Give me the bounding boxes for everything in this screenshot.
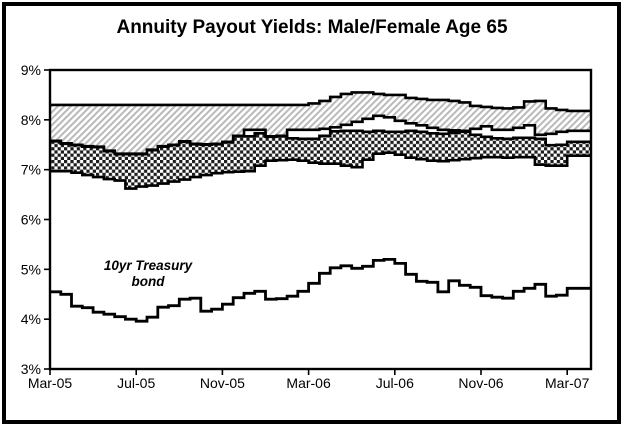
x-tick-label: Mar-05: [28, 375, 73, 391]
y-tick-label: 7%: [21, 162, 41, 178]
x-tick-label: Nov-06: [458, 375, 503, 391]
treasury-label-line2: bond: [131, 274, 165, 289]
chart-title: Annuity Payout Yields: Male/Female Age 6…: [116, 17, 508, 38]
y-tick-label: 3%: [21, 361, 41, 377]
y-tick-label: 6%: [21, 212, 41, 228]
lower-checkered-band-fill: [50, 130, 591, 189]
x-tick-label: Jul-06: [376, 375, 414, 391]
y-tick-label: 8%: [21, 112, 41, 128]
x-tick-label: Mar-06: [286, 375, 331, 391]
x-tick-label: Mar-07: [545, 375, 590, 391]
treasury-line-label: 10yr Treasury bond: [86, 258, 210, 290]
treasury-line: [50, 258, 591, 323]
x-tick-label: Jul-05: [117, 375, 155, 391]
lower-checkered-band-bottom-edge: [50, 151, 591, 190]
treasury-label-line1: 10yr Treasury: [103, 258, 193, 273]
y-tick-label: 5%: [21, 261, 41, 277]
y-tick-label: 9%: [21, 62, 41, 78]
y-tick-label: 4%: [21, 311, 41, 327]
upper-hatched-band-top-edge: [50, 91, 591, 113]
upper-hatched-band-fill: [50, 92, 591, 154]
lower-checkered-band-top-edge: [50, 129, 591, 156]
x-tick-label: Nov-05: [200, 375, 245, 391]
